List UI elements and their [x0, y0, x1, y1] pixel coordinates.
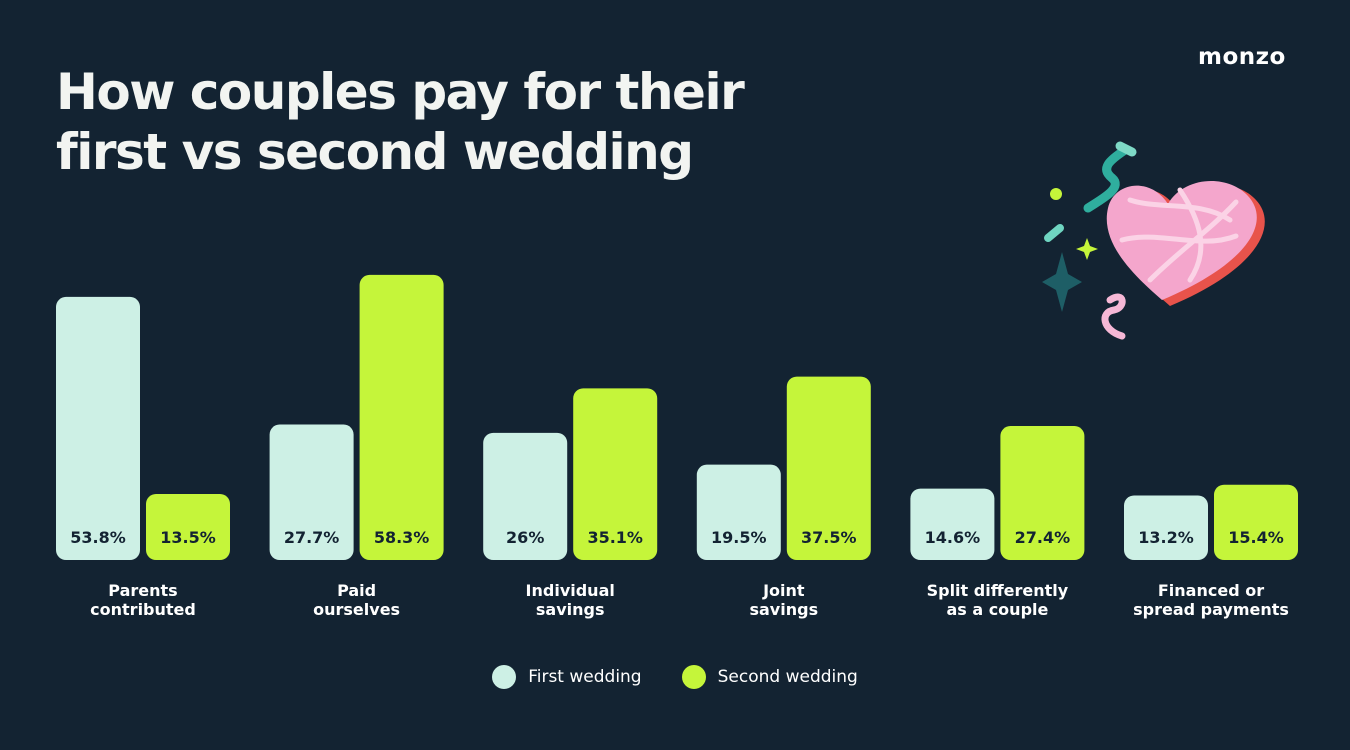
bar-value-label: 13.5%: [160, 528, 216, 547]
brand-logo: monzo: [1198, 44, 1286, 70]
bar-value-label: 27.4%: [1015, 528, 1071, 547]
confetti-curl-icon: [1101, 293, 1126, 340]
category-label: Parents: [108, 581, 177, 600]
bar-value-label: 27.7%: [284, 528, 340, 547]
bar-first-wedding: [910, 488, 995, 560]
category-label: ourselves: [313, 600, 400, 619]
confetti-dot-icon: [1050, 188, 1062, 200]
category-label: Individual: [526, 581, 615, 600]
category-label: savings: [749, 600, 818, 619]
bar-value-label: 26%: [506, 528, 544, 547]
bar-value-label: 19.5%: [711, 528, 767, 547]
legend-swatch-second: [681, 665, 706, 689]
bar-value-label: 37.5%: [801, 528, 857, 547]
bar-first-wedding: [56, 296, 140, 560]
chart-title-line: first vs second wedding: [56, 123, 694, 181]
bar-second-wedding: [146, 493, 230, 560]
legend-swatch-first: [492, 665, 517, 689]
category-label: Financed or: [1158, 581, 1264, 600]
legend-item-first: First wedding: [492, 665, 642, 689]
bar-second-wedding: [359, 274, 444, 560]
chart-title: How couples pay for their first vs secon…: [56, 62, 816, 182]
chart-title-line: How couples pay for their: [56, 63, 745, 121]
bar-first-wedding: [1124, 495, 1208, 560]
category-label: savings: [536, 600, 605, 619]
bar-second-wedding: [1214, 484, 1298, 560]
bar-first-wedding: [696, 464, 781, 560]
category-label: Paid: [337, 581, 376, 600]
heart-icon: [1106, 181, 1265, 306]
legend-label-first: First wedding: [528, 667, 642, 687]
legend-label-second: Second wedding: [717, 667, 858, 687]
bar-second-wedding: [1000, 426, 1085, 560]
category-label: Split differently: [927, 581, 1069, 600]
category-label: Joint: [762, 581, 805, 600]
bar-value-label: 15.4%: [1228, 528, 1284, 547]
bar-value-label: 13.2%: [1138, 528, 1194, 547]
chart-legend: First wedding Second wedding: [0, 665, 1350, 689]
legend-item-second: Second wedding: [681, 665, 858, 689]
category-label: contributed: [90, 600, 196, 619]
bar-value-label: 35.1%: [587, 528, 643, 547]
bar-value-label: 53.8%: [70, 528, 126, 547]
bar-first-wedding: [483, 432, 568, 560]
bar-second-wedding: [786, 376, 871, 560]
sparkle-star-icon: [1042, 252, 1082, 312]
confetti-ribbon-icon: [1083, 145, 1130, 213]
confetti-heart-icon: [1042, 141, 1265, 340]
bar-first-wedding: [269, 424, 354, 560]
bar-value-label: 14.6%: [925, 528, 981, 547]
bar-second-wedding: [573, 388, 658, 560]
bar-value-label: 58.3%: [374, 528, 430, 547]
sparkle-star-icon: [1076, 238, 1098, 260]
category-label: as a couple: [946, 600, 1048, 619]
category-label: spread payments: [1133, 600, 1289, 619]
